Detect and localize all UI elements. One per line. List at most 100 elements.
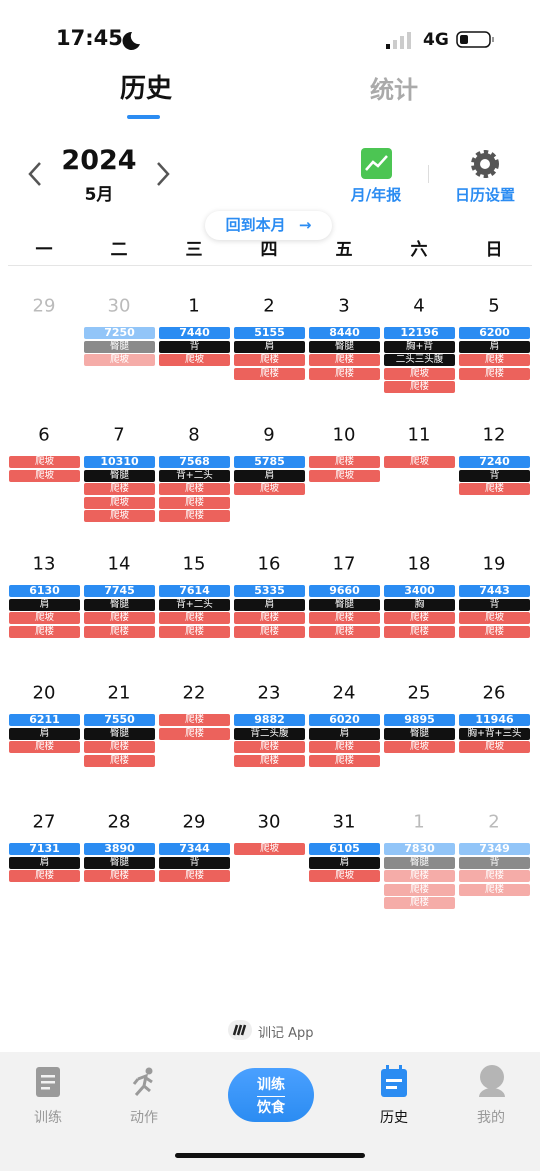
- day-number[interactable]: 30: [257, 811, 281, 833]
- parts-tag: 肩: [309, 856, 380, 869]
- day-number[interactable]: 7: [113, 424, 125, 446]
- parts-tag: 背+二头: [159, 469, 230, 482]
- steps-tag: 3400: [384, 585, 455, 597]
- steps-tag: 6211: [9, 714, 80, 726]
- cardio-tag: 爬楼: [84, 754, 155, 767]
- cardio-tag: 爬楼: [84, 625, 155, 638]
- steps-tag: 11946: [459, 714, 530, 726]
- cardio-tag: 爬楼: [9, 741, 80, 753]
- settings-icon[interactable]: [469, 148, 501, 180]
- cardio-tag: 爬坡: [459, 612, 530, 624]
- steps-tag: 3890: [84, 843, 155, 855]
- steps-tag: 7443: [459, 585, 530, 597]
- cardio-tag: 爬楼: [159, 496, 230, 509]
- report-icon[interactable]: [361, 148, 392, 179]
- prev-month[interactable]: [24, 160, 46, 188]
- steps-tag: 7131: [9, 843, 80, 855]
- parts-tag: 背二头腹: [234, 727, 305, 740]
- day-number[interactable]: 29: [32, 295, 56, 317]
- day-number[interactable]: 29: [182, 811, 206, 833]
- cardio-tag: 爬楼: [309, 367, 380, 380]
- cardio-tag: 爬楼: [234, 754, 305, 767]
- cardio-tag: 爬楼: [234, 741, 305, 753]
- weekday: 三: [185, 240, 203, 260]
- day-number[interactable]: 3: [338, 295, 350, 317]
- center-button[interactable]: 训练 饮食: [228, 1068, 314, 1122]
- tab-item[interactable]: 动作: [130, 1110, 158, 1126]
- day-number[interactable]: 9: [263, 424, 275, 446]
- day-number[interactable]: 2: [263, 295, 275, 317]
- tab-underline: [127, 115, 160, 119]
- day-number[interactable]: 27: [32, 811, 56, 833]
- day-number[interactable]: 2: [488, 811, 500, 833]
- steps-tag: 7568: [159, 456, 230, 468]
- next-month[interactable]: [152, 160, 174, 188]
- steps-tag: 5785: [234, 456, 305, 468]
- day-number[interactable]: 15: [182, 553, 206, 575]
- cardio-tag: 爬楼: [234, 612, 305, 624]
- cardio-tag: 爬坡: [84, 354, 155, 366]
- day-number[interactable]: 18: [407, 553, 431, 575]
- day-number[interactable]: 12: [482, 424, 506, 446]
- steps-tag: 8440: [309, 327, 380, 339]
- cardio-tag: 爬楼: [159, 714, 230, 726]
- cardio-tag: 爬坡: [84, 510, 155, 522]
- day-number[interactable]: 23: [257, 682, 281, 704]
- day-number[interactable]: 5: [488, 295, 500, 317]
- tab-stats[interactable]: 统计: [370, 76, 418, 104]
- steps-tag: 6200: [459, 327, 530, 339]
- tab-history[interactable]: 历史: [119, 74, 173, 104]
- day-number[interactable]: 4: [413, 295, 425, 317]
- parts-tag: 背: [459, 469, 530, 482]
- day-number[interactable]: 10: [332, 424, 356, 446]
- me-icon: [479, 1065, 505, 1097]
- settings-label[interactable]: 日历设置: [454, 186, 516, 204]
- day-number[interactable]: 19: [482, 553, 506, 575]
- cardio-tag: 爬坡: [384, 367, 455, 380]
- day-number[interactable]: 14: [107, 553, 131, 575]
- day-number[interactable]: 1: [188, 295, 200, 317]
- day-number[interactable]: 6: [38, 424, 50, 446]
- day-number[interactable]: 17: [332, 553, 356, 575]
- steps-tag: 5155: [234, 327, 305, 339]
- day-number[interactable]: 25: [407, 682, 431, 704]
- cardio-tag: 爬楼: [234, 367, 305, 380]
- cardio-tag: 爬楼: [384, 883, 455, 896]
- day-number[interactable]: 20: [32, 682, 56, 704]
- cardio-tag: 爬坡: [384, 741, 455, 753]
- cardio-tag: 爬楼: [309, 625, 380, 638]
- parts-tag: 肩: [459, 340, 530, 353]
- header-line: [8, 265, 532, 266]
- cardio-tag: 爬坡: [234, 843, 305, 855]
- day-number[interactable]: 28: [107, 811, 131, 833]
- steps-tag: 7830: [384, 843, 455, 855]
- cardio-tag: 爬楼: [84, 870, 155, 882]
- parts-tag: 背: [159, 856, 230, 869]
- parts-tag: 肩: [234, 598, 305, 611]
- back-to-month[interactable]: 回到本月 →: [205, 211, 332, 240]
- day-number[interactable]: 13: [32, 553, 56, 575]
- day-number[interactable]: 16: [257, 553, 281, 575]
- day-number[interactable]: 24: [332, 682, 356, 704]
- day-number[interactable]: 22: [182, 682, 206, 704]
- steps-tag: 7440: [159, 327, 230, 339]
- cardio-tag: 爬楼: [9, 870, 80, 882]
- weekday: 四: [260, 240, 278, 260]
- parts-tag: 臀腿: [84, 727, 155, 740]
- cardio-tag: 爬楼: [459, 354, 530, 366]
- tab-item[interactable]: 历史: [380, 1110, 408, 1126]
- report-label[interactable]: 月/年报: [350, 186, 402, 204]
- parts-tag: 臀腿: [84, 856, 155, 869]
- day-number[interactable]: 1: [413, 811, 425, 833]
- day-number[interactable]: 30: [107, 295, 131, 317]
- parts-tag: 臀腿: [309, 598, 380, 611]
- tab-item[interactable]: 我的: [477, 1110, 505, 1126]
- brand-logo: [228, 1020, 252, 1040]
- day-number[interactable]: 26: [482, 682, 506, 704]
- cardio-tag: 爬楼: [234, 625, 305, 638]
- day-number[interactable]: 11: [407, 424, 431, 446]
- tab-item[interactable]: 训练: [34, 1110, 62, 1126]
- day-number[interactable]: 31: [332, 811, 356, 833]
- day-number[interactable]: 21: [107, 682, 131, 704]
- day-number[interactable]: 8: [188, 424, 200, 446]
